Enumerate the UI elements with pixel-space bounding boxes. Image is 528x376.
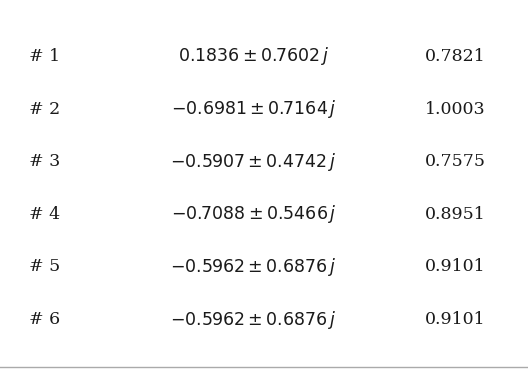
Text: 1.0003: 1.0003: [425, 100, 486, 118]
Text: # 3: # 3: [29, 153, 60, 170]
Text: # 1: # 1: [29, 48, 60, 65]
Text: $\mathrm{-0.5962} \pm \mathrm{0.6876}\,j$: $\mathrm{-0.5962} \pm \mathrm{0.6876}\,j…: [171, 309, 336, 331]
Text: $\mathrm{-0.5907} \pm \mathrm{0.4742}\,j$: $\mathrm{-0.5907} \pm \mathrm{0.4742}\,j…: [171, 151, 336, 173]
Text: 0.9101: 0.9101: [425, 311, 486, 328]
Text: 0.7821: 0.7821: [425, 48, 486, 65]
Text: # 4: # 4: [29, 206, 60, 223]
Text: 0.7575: 0.7575: [425, 153, 486, 170]
Text: $\mathrm{-0.5962} \pm \mathrm{0.6876}\,j$: $\mathrm{-0.5962} \pm \mathrm{0.6876}\,j…: [171, 256, 336, 278]
Text: 0.9101: 0.9101: [425, 258, 486, 276]
Text: $\mathrm{-0.6981} \pm \mathrm{0.7164}\,j$: $\mathrm{-0.6981} \pm \mathrm{0.7164}\,j…: [171, 98, 336, 120]
Text: # 2: # 2: [29, 100, 60, 118]
Text: # 6: # 6: [29, 311, 60, 328]
Text: $\mathrm{0.1836} \pm \mathrm{0.7602}\,j$: $\mathrm{0.1836} \pm \mathrm{0.7602}\,j$: [178, 45, 329, 67]
Text: # 5: # 5: [29, 258, 60, 276]
Text: $\mathrm{-0.7088} \pm \mathrm{0.5466}\,j$: $\mathrm{-0.7088} \pm \mathrm{0.5466}\,j…: [171, 203, 336, 225]
Text: 0.8951: 0.8951: [425, 206, 486, 223]
